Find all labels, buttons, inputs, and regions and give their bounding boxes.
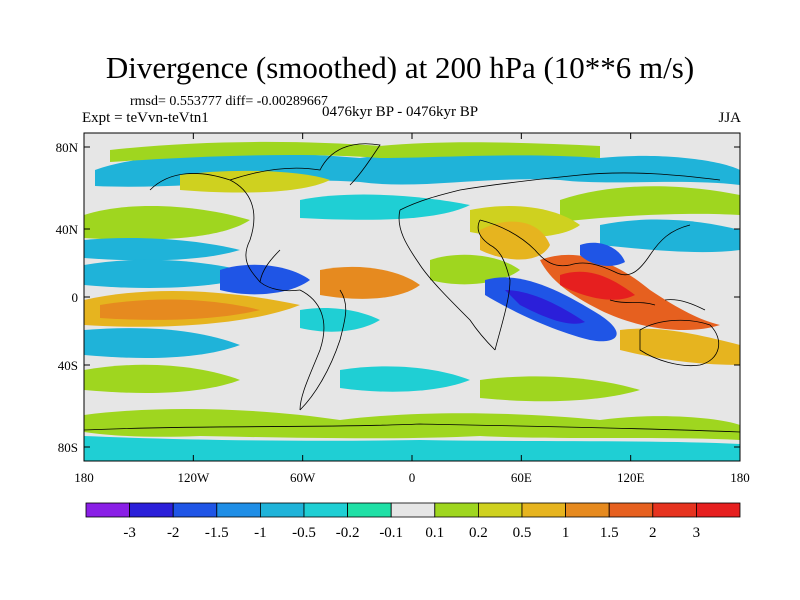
coast-africa-west bbox=[398, 209, 496, 351]
stats-text: rmsd= 0.553777 diff= -0.00289667 bbox=[130, 94, 328, 109]
colorbar-swatch bbox=[85, 502, 130, 518]
field-patch-pacific-itcz-strong bbox=[100, 299, 260, 320]
colorbar-label: -0.5 bbox=[292, 525, 316, 541]
colorbar-label: 0.5 bbox=[513, 525, 532, 541]
colorbar-swatch bbox=[172, 502, 218, 518]
field-patch-npac-mid-neg bbox=[84, 238, 240, 261]
field-patch-southern-indian-pos bbox=[480, 376, 640, 402]
colorbar-swatch bbox=[259, 502, 305, 518]
coast-greenland bbox=[229, 143, 381, 186]
colorbar-swatch bbox=[390, 502, 436, 518]
colorbar-swatch bbox=[303, 502, 348, 518]
y-tick-label: 0 bbox=[72, 290, 79, 305]
field-patch-central-america-neg bbox=[220, 264, 310, 295]
field-patch-npac-mid-pos bbox=[84, 205, 250, 240]
field-patch-south-atlantic-neg bbox=[340, 366, 470, 392]
colorbar-swatch bbox=[652, 502, 697, 518]
field-patch-south-pacific-pos bbox=[84, 364, 240, 393]
experiment-label: Expt = teVvn-teVtn1 bbox=[82, 110, 209, 126]
field-patch-antarctic-neg bbox=[84, 436, 740, 461]
coast-south-america-east bbox=[299, 289, 347, 411]
field-patch-pacific-north-trop-neg bbox=[84, 259, 260, 288]
field-patch-bay-of-bengal-neg bbox=[580, 242, 625, 266]
colorbar-swatch bbox=[521, 502, 566, 518]
coast-indonesia bbox=[609, 299, 706, 311]
colorbar-swatch bbox=[565, 502, 610, 518]
colorbar-label: -1.5 bbox=[205, 525, 229, 541]
y-tick-label: 40N bbox=[56, 222, 79, 237]
field-patch-south-america-neg bbox=[300, 308, 380, 332]
x-tick-label: 180 bbox=[74, 470, 94, 485]
coast-south-america bbox=[299, 289, 325, 411]
field-patch-atlantic-trop-pos bbox=[320, 266, 420, 299]
x-tick-label: 0 bbox=[409, 470, 416, 485]
divergence-field bbox=[84, 141, 740, 461]
field-patch-africa-pos bbox=[430, 254, 520, 285]
plot-title: Divergence (smoothed) at 200 hPa (10**6 … bbox=[105, 50, 695, 85]
colorbar-swatch bbox=[608, 502, 654, 518]
field-patch-pacific-south-trop-neg bbox=[84, 328, 240, 358]
field-patch-siberia-pos bbox=[560, 186, 740, 222]
coast-south-asia bbox=[479, 219, 691, 276]
x-tick-label: 60E bbox=[511, 470, 532, 485]
colorbar-label: 0.2 bbox=[469, 525, 488, 541]
coast-africa-east bbox=[477, 219, 511, 351]
colorbar-label: -3 bbox=[123, 525, 136, 541]
colorbar-label: 1 bbox=[562, 525, 570, 541]
field-patch-arctic-pos bbox=[110, 141, 600, 162]
coast-eurasia-north bbox=[399, 172, 721, 211]
y-tick-label: 80N bbox=[56, 140, 79, 155]
colorbar-label: 2 bbox=[649, 525, 657, 541]
coastlines bbox=[84, 143, 740, 433]
field-patch-arabia-pos bbox=[480, 221, 550, 260]
coast-antarctica bbox=[84, 423, 740, 433]
y-axis: 80N 40N 0 40S 80S bbox=[56, 140, 740, 455]
colorbar-swatch bbox=[129, 502, 174, 518]
season-label: JJA bbox=[718, 110, 741, 126]
colorbar-label: -0.1 bbox=[379, 525, 403, 541]
x-tick-label: 120E bbox=[617, 470, 645, 485]
colorbar-swatch bbox=[434, 502, 479, 518]
colorbar-label: 3 bbox=[693, 525, 701, 541]
colorbar-label: 1.5 bbox=[600, 525, 619, 541]
colorbar-swatch bbox=[216, 502, 261, 518]
x-axis: 180 120W 60W 0 60E 120E 180 bbox=[74, 133, 750, 485]
field-patch-atlantic-north-neg bbox=[300, 194, 470, 220]
coast-australia bbox=[639, 319, 720, 367]
colorbar-label: 0.1 bbox=[425, 525, 444, 541]
colorbar-label: -2 bbox=[167, 525, 180, 541]
y-tick-label: 80S bbox=[58, 440, 78, 455]
x-tick-label: 120W bbox=[177, 470, 210, 485]
colorbar: -3 -2 -1.5 -1 -0.5 -0.2 -0.1 0.1 0.2 0.5 1 1.5 2 3 bbox=[85, 502, 741, 541]
colorbar-swatch bbox=[347, 502, 392, 518]
colorbar-label: -1 bbox=[254, 525, 267, 541]
colorbar-label: -0.2 bbox=[336, 525, 360, 541]
x-tick-label: 180 bbox=[730, 470, 750, 485]
field-patch-east-asia-neg bbox=[600, 219, 740, 253]
colorbar-swatch bbox=[696, 502, 741, 518]
x-tick-label: 60W bbox=[290, 470, 316, 485]
y-tick-label: 40S bbox=[58, 358, 78, 373]
coast-north-america bbox=[149, 173, 301, 292]
field-patch-maritime-continent-strong-pos bbox=[560, 271, 635, 300]
period-label: 0476kyr BP - 0476kyr BP bbox=[321, 104, 479, 120]
colorbar-swatch bbox=[477, 502, 523, 518]
field-patch-indian-ocean-strong-neg bbox=[505, 290, 585, 324]
